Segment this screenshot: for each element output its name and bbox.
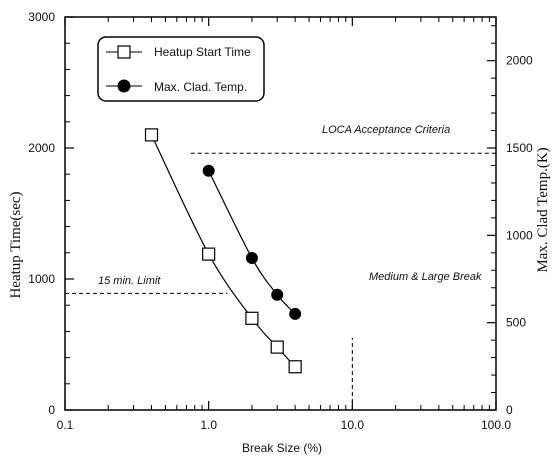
reference-lines [65, 152, 496, 410]
heatup-point [288, 360, 302, 374]
y-right-tick-label: 500 [506, 316, 526, 330]
y-right-tick-label: 0 [506, 403, 513, 417]
y-right-tick-label: 2000 [506, 54, 533, 68]
heatup-point [144, 128, 159, 142]
x-tick-label: 0.1 [57, 418, 74, 432]
data-series [144, 128, 302, 374]
plot-frame [64, 16, 497, 411]
y-right-tick-label: 1500 [506, 141, 533, 155]
max-clad-temp-line [208, 170, 296, 315]
y-left-tick-label: 1000 [28, 272, 55, 286]
legend-marker-open-square [117, 45, 131, 59]
clad-temp-point [202, 164, 215, 177]
heatup-start-time-line [150, 134, 296, 368]
y-left-tick-label: 3000 [28, 10, 55, 24]
y-left-tick-label: 2000 [28, 141, 55, 155]
y-axis-left-title: Heatup Time(sec) [8, 191, 24, 298]
x-tick-label: 1.0 [200, 418, 217, 432]
legend-label-clad: Max. Clad. Temp. [154, 80, 247, 94]
x-tick-label: 10.0 [341, 418, 365, 432]
legend-label-heatup: Heatup Start Time [154, 45, 251, 59]
x-axis-title: Break Size (%) [242, 441, 322, 455]
fifteen-min-limit-label: 15 min. Limit [98, 275, 161, 287]
y-right-tick-label: 1000 [506, 228, 533, 242]
loca-criteria-label: LOCA Acceptance Criteria [322, 124, 450, 136]
clad-temp-point [289, 307, 302, 320]
medium-large-break-label: Medium & Large Break [369, 271, 482, 283]
heatup-point [245, 311, 259, 325]
x-tick-label: 100.0 [481, 418, 511, 432]
legend-marker-filled-circle [117, 79, 131, 93]
y-axis-right-title: Max. Clad Temp.(K) [535, 147, 551, 272]
legend-box [97, 36, 265, 102]
heatup-point [270, 340, 284, 354]
legend: Heatup Start Time Max. Clad. Temp. [97, 36, 265, 102]
heatup-point [202, 247, 216, 261]
axes: 0.1 1.0 10.0 100.00100020003000050010001500… [28, 10, 533, 432]
y-left-tick-label: 0 [48, 403, 55, 417]
clad-temp-point [245, 252, 258, 265]
clad-temp-point [271, 288, 284, 301]
